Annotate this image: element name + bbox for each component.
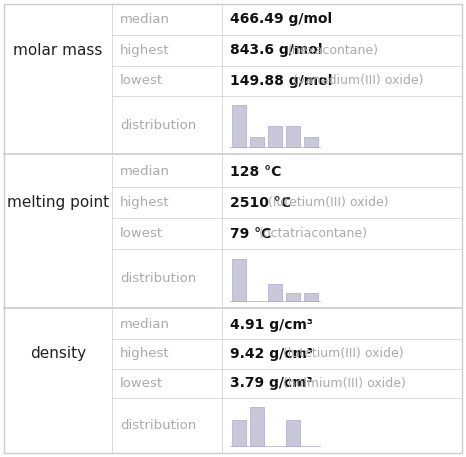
Text: 4.91 g/cm³: 4.91 g/cm³ [230, 318, 313, 332]
Bar [304, 137, 318, 147]
Bar [304, 292, 318, 301]
Text: 3.79 g/cm³: 3.79 g/cm³ [230, 376, 313, 390]
Text: (holmium(III) oxide): (holmium(III) oxide) [283, 377, 406, 390]
Text: median: median [120, 165, 170, 178]
Text: 149.88 g/mol: 149.88 g/mol [230, 74, 332, 88]
Bar [232, 420, 247, 446]
Bar [232, 259, 247, 301]
Text: density: density [30, 346, 86, 361]
Bar [286, 420, 301, 446]
Bar [267, 126, 282, 147]
Text: (lutetium(III) oxide): (lutetium(III) oxide) [268, 196, 389, 209]
Text: 843.6 g/mol: 843.6 g/mol [230, 43, 322, 57]
Text: median: median [120, 13, 170, 26]
Text: highest: highest [120, 347, 170, 361]
Text: (hexacontane): (hexacontane) [288, 43, 379, 57]
Text: distribution: distribution [120, 272, 196, 285]
Text: lowest: lowest [120, 377, 163, 390]
Bar [286, 292, 301, 301]
Text: highest: highest [120, 43, 170, 57]
Text: distribution: distribution [120, 419, 196, 432]
Bar [267, 284, 282, 301]
Bar [250, 407, 264, 446]
Bar [232, 106, 247, 147]
Bar [286, 126, 301, 147]
Text: 79 °C: 79 °C [230, 227, 271, 241]
Text: 2510 °C: 2510 °C [230, 196, 291, 210]
Text: melting point: melting point [7, 195, 109, 210]
Text: 9.42 g/cm³: 9.42 g/cm³ [230, 347, 313, 361]
Text: lowest: lowest [120, 74, 163, 87]
Text: distribution: distribution [120, 119, 196, 132]
Text: 466.49 g/mol: 466.49 g/mol [230, 12, 332, 27]
Text: molar mass: molar mass [14, 43, 103, 58]
Text: 128 °C: 128 °C [230, 165, 281, 179]
Text: lowest: lowest [120, 228, 163, 240]
Text: (octatriacontane): (octatriacontane) [259, 228, 368, 240]
Text: (lutetium(III) oxide): (lutetium(III) oxide) [283, 347, 404, 361]
Text: median: median [120, 318, 170, 331]
Text: (vanadium(III) oxide): (vanadium(III) oxide) [293, 74, 423, 87]
Bar [250, 137, 264, 147]
Text: highest: highest [120, 196, 170, 209]
